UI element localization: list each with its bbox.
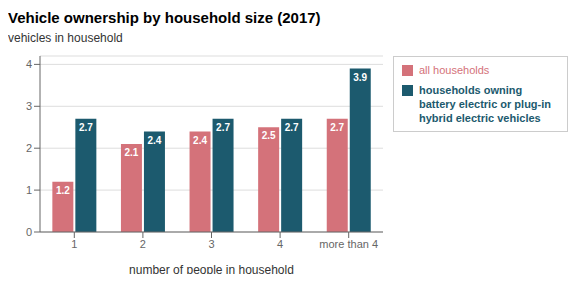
svg-text:more than 4: more than 4 — [319, 238, 378, 250]
svg-text:4: 4 — [277, 238, 283, 250]
html-text:all households: all households — [419, 64, 490, 76]
svg-text:1: 1 — [71, 238, 77, 250]
html-text:vehicles in household: vehicles in household — [8, 31, 123, 45]
svg-text:0: 0 — [26, 226, 32, 238]
svg-text:2.7: 2.7 — [330, 122, 344, 133]
svg-text:2.4: 2.4 — [193, 135, 207, 146]
svg-text:3: 3 — [26, 100, 32, 112]
svg-text:2.7: 2.7 — [216, 122, 230, 133]
svg-text:1: 1 — [26, 184, 32, 196]
svg-text:number of people in household: number of people in household — [129, 263, 294, 274]
svg-text:2: 2 — [140, 238, 146, 250]
svg-text:2.1: 2.1 — [124, 147, 138, 158]
html-text:households owning: households owning — [419, 84, 523, 96]
svg-text:3.9: 3.9 — [353, 72, 367, 83]
svg-text:2.5: 2.5 — [262, 130, 276, 141]
svg-text:2.7: 2.7 — [285, 122, 299, 133]
svg-text:3: 3 — [208, 238, 214, 250]
svg-text:4: 4 — [26, 58, 32, 70]
svg-text:2.7: 2.7 — [79, 122, 93, 133]
svg-text:2.4: 2.4 — [147, 135, 161, 146]
html-text:Vehicle ownership by household: Vehicle ownership by household size (201… — [8, 9, 321, 26]
svg-text:1.2: 1.2 — [56, 185, 70, 196]
html-text:hybrid electric vehicles: hybrid electric vehicles — [419, 112, 541, 124]
html-text:battery electric or plug-in: battery electric or plug-in — [419, 98, 551, 110]
svg-text:2: 2 — [26, 142, 32, 154]
